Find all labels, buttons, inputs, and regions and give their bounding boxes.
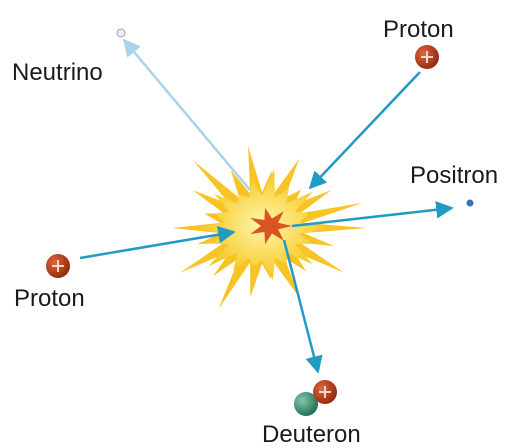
proton-particle [415,45,439,69]
explosion [172,146,367,310]
proton-label: Proton [383,16,454,43]
deuteron-particle [294,380,337,416]
deuteron-label: Deuteron [262,421,361,448]
positron-particle [466,199,474,207]
proton-label: Proton [14,285,85,312]
positron-arrow [291,201,454,228]
positron-label: Positron [410,162,498,189]
neutrino-label: Neutrino [12,59,103,86]
neutrino-particle [116,28,126,38]
burst-shape [250,207,292,245]
proton-arrow [79,225,236,260]
proton-particle [46,254,70,278]
proton-arrow [308,71,421,190]
neutrino-arrow [122,38,251,191]
deuteron-arrow [282,239,323,374]
